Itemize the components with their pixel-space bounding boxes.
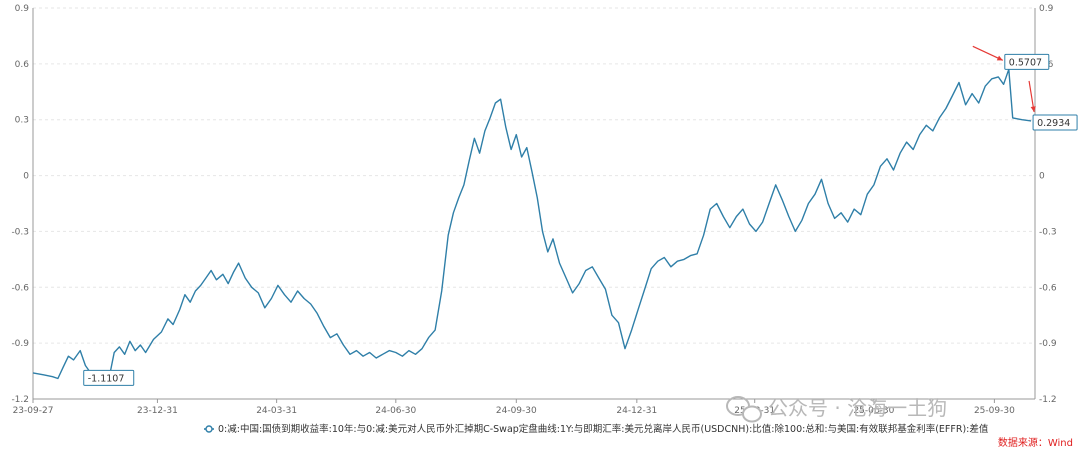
left-y-tick-label: -0.6 [11,283,29,293]
wechat-icon [726,396,762,423]
arrow-line [972,45,1004,61]
x-tick-label: 23-09-27 [13,406,54,416]
right-y-tick-label: 0.9 [1039,4,1054,14]
legend-marker-icon [205,425,213,433]
x-tick-label: 24-03-31 [256,406,297,416]
watermark-text: 公众号 · 沧海一土狗 [768,396,947,420]
right-y-tick-label: -0.3 [1039,227,1057,237]
x-tick-label: 25-06-30 [853,406,894,416]
x-tick-label: 24-12-31 [616,406,657,416]
arrow-head-icon [996,55,1003,61]
right-y-tick-label: -0.9 [1039,339,1057,349]
left-y-tick-label: 0 [23,172,29,182]
value-callouts: -1.1107 0.5707 0.2934 [83,45,1078,386]
grid-lines [33,7,1035,344]
arrow-head-icon [1030,106,1036,112]
left-y-tick-label: 0.3 [15,116,29,126]
left-y-tick-label: 0.9 [15,4,30,14]
legend: 0:减:中国:国债到期收益率:10年:与0:减:美元对人民币外汇掉期C-Swap… [204,423,989,435]
left-y-tick-label: -1.2 [11,395,29,405]
x-tick-label: 23-12-31 [137,406,178,416]
right-y-tick-label: 0 [1039,172,1045,182]
left-y-tick-label: -0.9 [11,339,29,349]
data-source: 数据来源：Wind [998,436,1073,449]
callout-label: -1.1107 [88,373,125,384]
left-y-tick-label: -0.3 [11,227,29,237]
callout-label: 0.2934 [1037,118,1070,129]
callout-label: 0.5707 [1009,57,1042,68]
x-tick-label: 24-09-30 [496,406,537,416]
legend-series-label: 0:减:中国:国债到期收益率:10年:与0:减:美元对人民币外汇掉期C-Swap… [218,423,989,435]
right-y-tick-label: -1.2 [1039,395,1057,405]
right-y-tick-label: -0.6 [1039,283,1057,293]
callout-box [83,369,135,386]
watermark: 公众号 · 沧海一土狗 [726,396,947,423]
callout-box [1032,114,1078,131]
x-tick-label: 24-06-30 [375,406,416,416]
callout-box [1004,53,1050,70]
x-tick-label: 25-09-30 [974,406,1015,416]
left-y-axis: -1.2 -0.9 -0.6 -0.3 0 0.3 0.6 0.9 [11,4,34,405]
series-line [32,68,1032,383]
left-y-tick-label: 0.6 [15,60,30,70]
